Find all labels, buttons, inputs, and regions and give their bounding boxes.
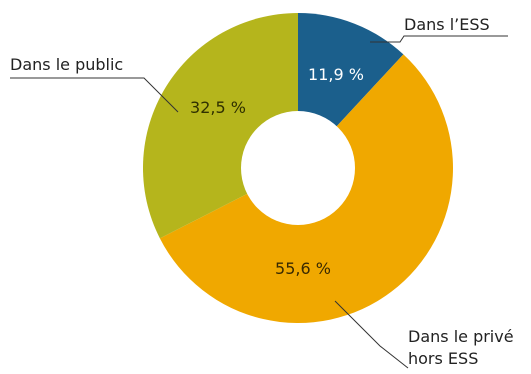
category-label-prive-line2: hors ESS bbox=[408, 349, 478, 368]
value-label-public: 32,5 % bbox=[190, 98, 246, 117]
value-label-prive: 55,6 % bbox=[275, 259, 331, 278]
category-label-ess: Dans l’ESS bbox=[404, 15, 490, 34]
value-labels: 11,9 % 55,6 % 32,5 % bbox=[190, 65, 364, 278]
value-label-ess: 11,9 % bbox=[308, 65, 364, 84]
category-label-prive-line1: Dans le privé bbox=[408, 327, 514, 346]
leader-line-public bbox=[10, 77, 179, 113]
category-labels: Dans l’ESS Dans le public Dans le privé … bbox=[10, 15, 514, 368]
leader-lines bbox=[10, 35, 508, 369]
category-label-public: Dans le public bbox=[10, 55, 123, 74]
donut-hole bbox=[241, 111, 355, 225]
leader-line-prive bbox=[334, 300, 409, 369]
leader-line-ess bbox=[370, 35, 508, 43]
